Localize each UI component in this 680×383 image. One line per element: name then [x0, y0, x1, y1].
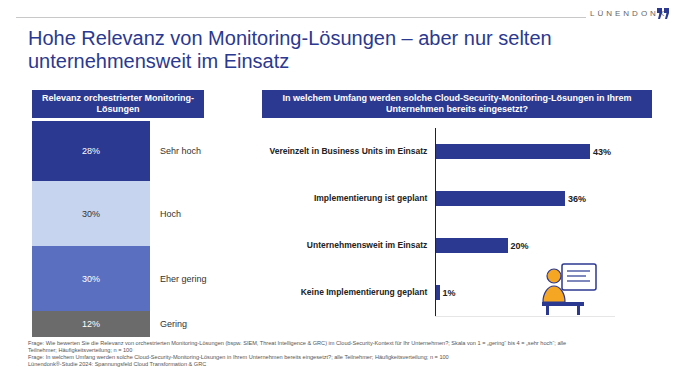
html-text:Hohe Relevanz von Monitoring-L: Hohe Relevanz von Monitoring-Lösungen – …: [28, 27, 552, 49]
svg-text:36%: 36%: [568, 194, 586, 204]
html-text:LÜNENDONK: LÜNENDONK: [590, 9, 668, 18]
svg-text:43%: 43%: [593, 147, 611, 157]
html-text:Frage: Wie bewerten Sie die Re: Frage: Wie bewerten Sie die Relevanz von…: [28, 340, 567, 353]
svg-text:Gering: Gering: [160, 319, 187, 329]
html-text:In welchem Umfang werden solch: In welchem Umfang werden solche Cloud-Se…: [282, 93, 632, 114]
svg-text:Vereinzelt in Business Units i: Vereinzelt in Business Units im Einsatz: [270, 146, 428, 156]
svg-text:Sehr hoch: Sehr hoch: [160, 146, 201, 156]
html-text:unternehmensweit im Einsatz: unternehmensweit im Einsatz: [28, 50, 290, 72]
svg-text:Hoch: Hoch: [160, 209, 181, 219]
html-text:Lünendonk®-Studie 2024: Spannu: Lünendonk®-Studie 2024: Spannungsfeld Cl…: [28, 361, 207, 367]
svg-text:30%: 30%: [82, 274, 100, 284]
svg-text:Keine Implementierung geplant: Keine Implementierung geplant: [301, 287, 428, 297]
svg-text:Unternehmensweit im Einsatz: Unternehmensweit im Einsatz: [307, 240, 427, 250]
svg-text:Eher gering: Eher gering: [160, 274, 207, 284]
svg-text:12%: 12%: [82, 319, 100, 329]
html-text:Relevanz orchestrierter Monito: Relevanz orchestrierter Monitoring-Lösun…: [42, 93, 194, 114]
svg-text:28%: 28%: [82, 146, 100, 156]
svg-text:20%: 20%: [511, 241, 529, 251]
svg-text:30%: 30%: [82, 209, 100, 219]
svg-text:Implementierung ist geplant: Implementierung ist geplant: [314, 193, 428, 203]
html-text:Frage: In welchem Umfang werde: Frage: In welchem Umfang werden solche C…: [28, 354, 449, 360]
svg-text:1%: 1%: [443, 288, 456, 298]
